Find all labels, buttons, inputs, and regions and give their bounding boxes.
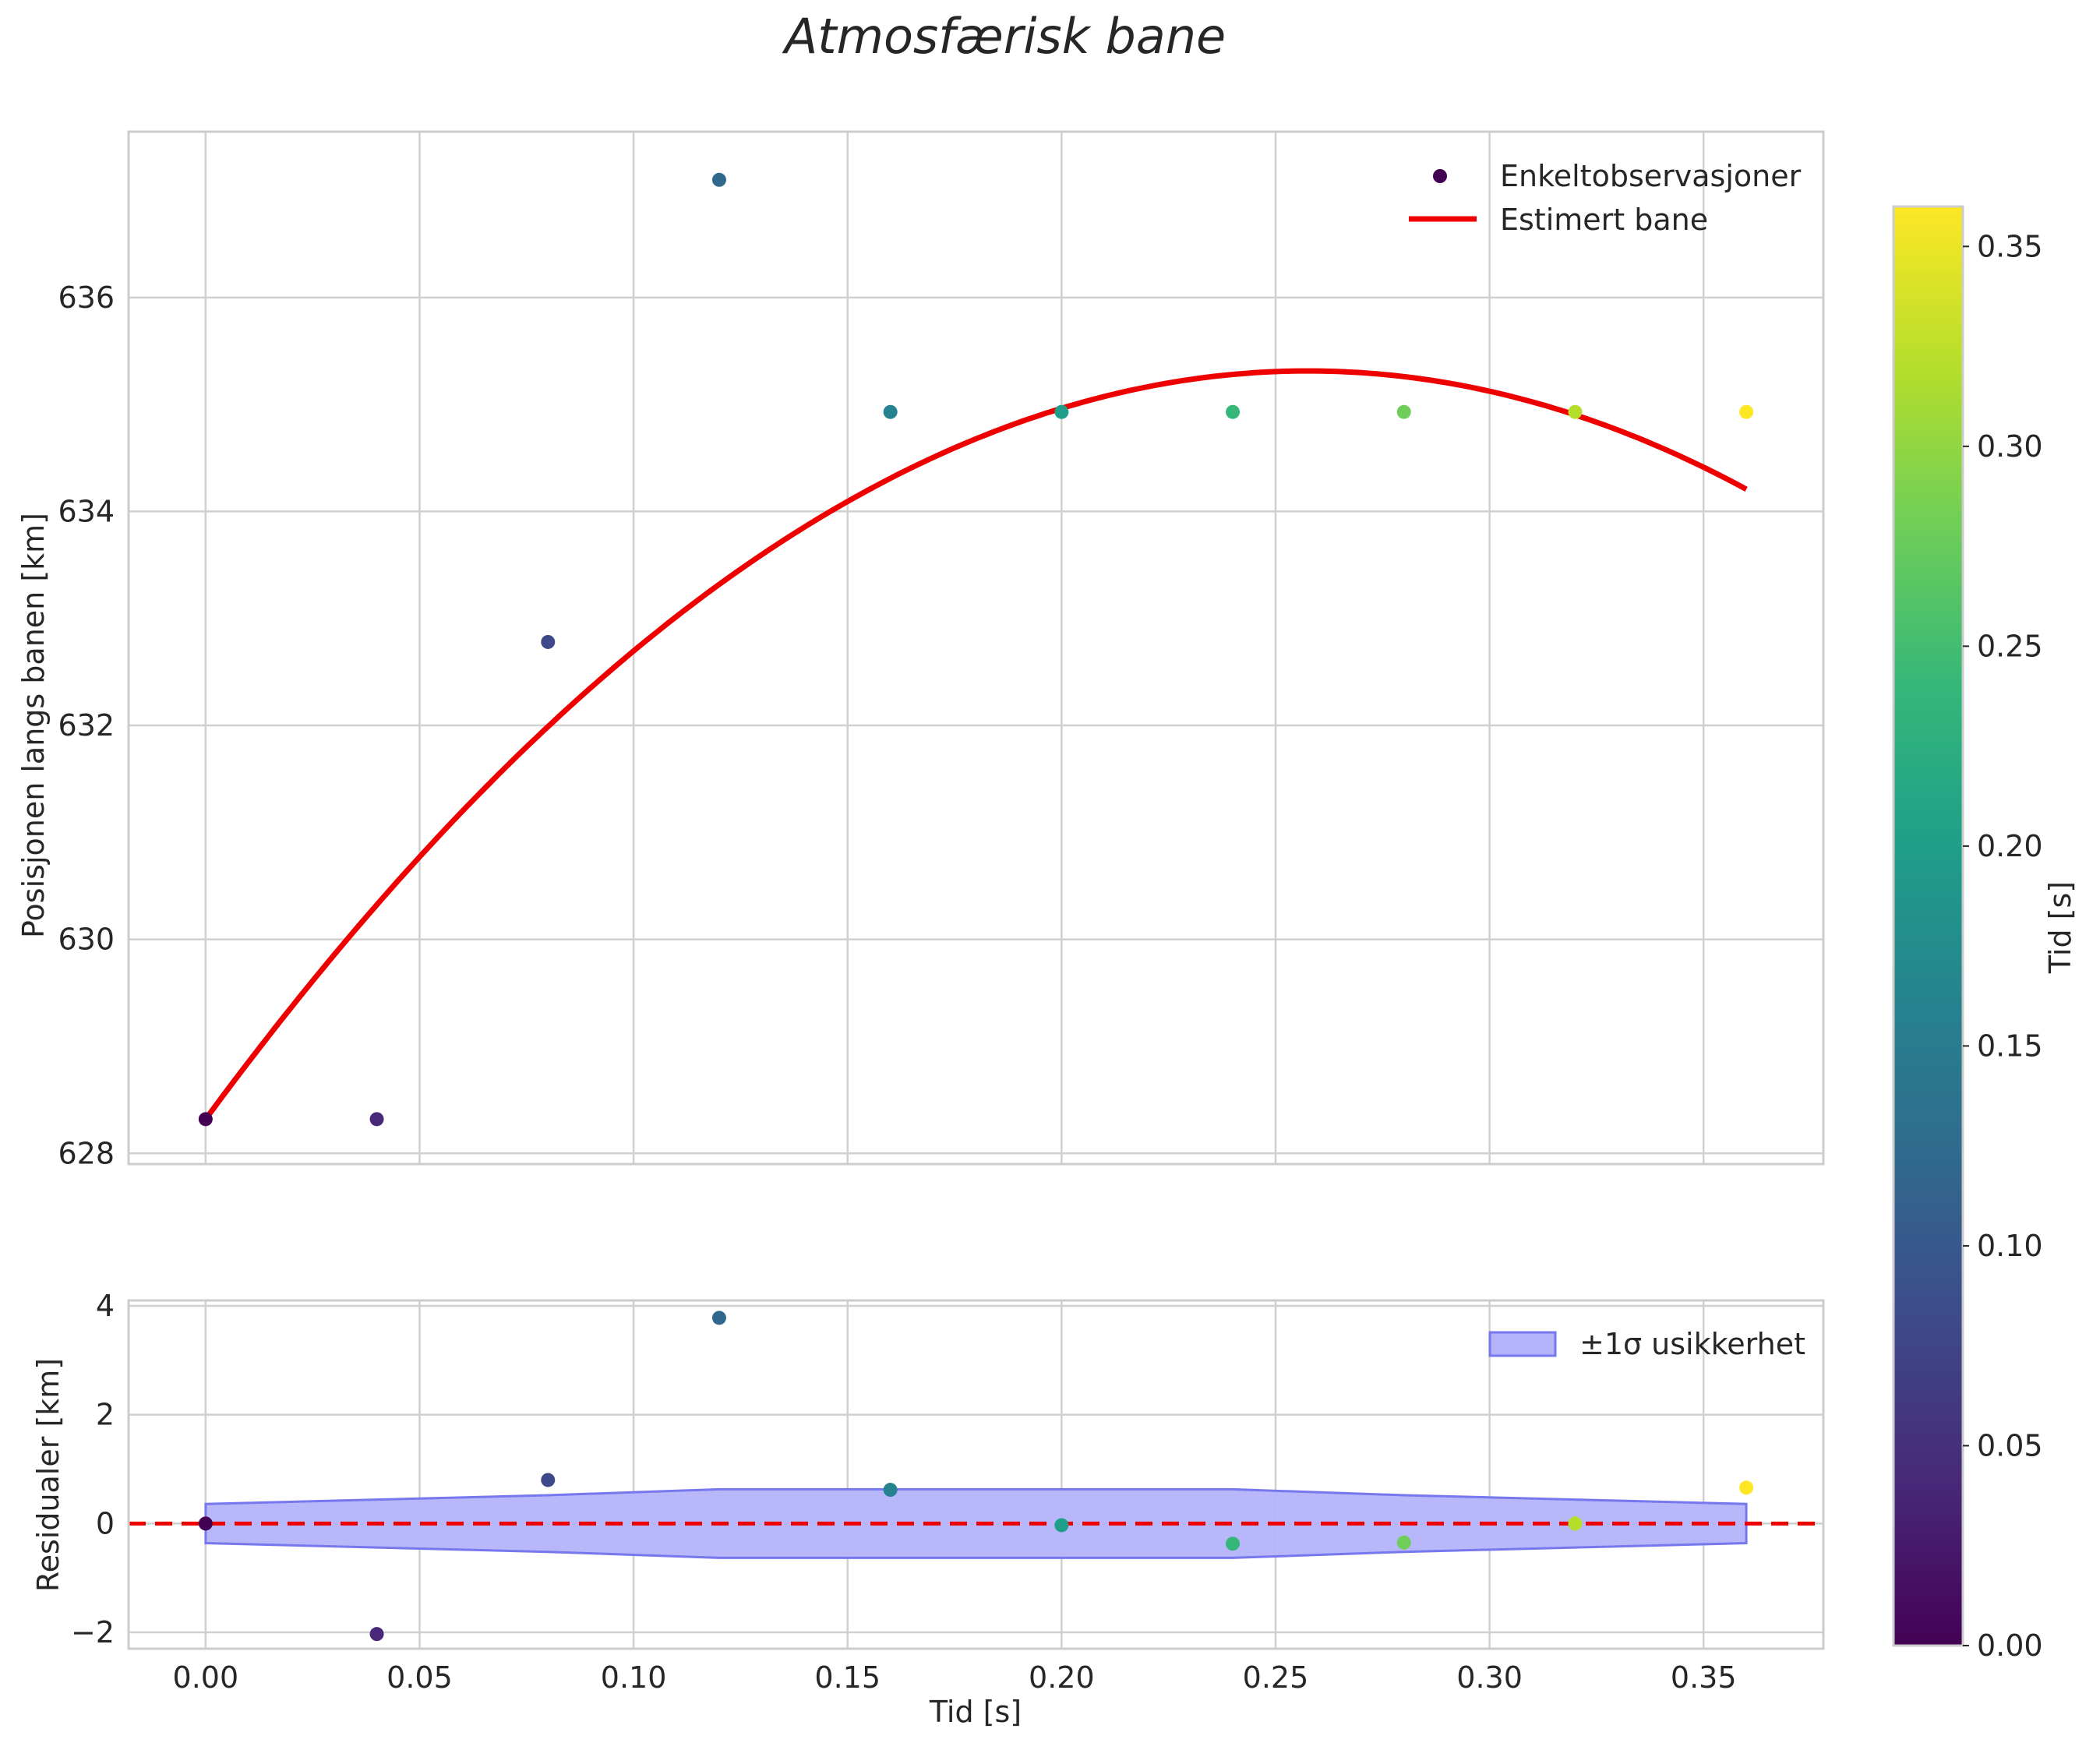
residual-point — [1568, 1516, 1583, 1531]
legend-label-sigma-band: ±1σ usikkerhet — [1579, 1327, 1805, 1361]
observation-point — [1396, 404, 1411, 419]
x-tick-label: 0.00 — [173, 1660, 239, 1695]
colorbar-tick-label: 0.35 — [1977, 229, 2043, 263]
residual-y-tick-label: 0 — [96, 1506, 115, 1540]
sigma-band — [204, 1487, 1748, 1559]
observation-point — [1568, 404, 1583, 419]
colorbar-gradient — [1892, 205, 1964, 1647]
colorbar-tick-label: 0.05 — [1977, 1428, 2043, 1462]
legend-marker-observations — [1433, 169, 1447, 183]
residual-y-tick-labels: −2 0 2 4 — [71, 1289, 115, 1649]
colorbar-tick-label: 0.15 — [1977, 1028, 2043, 1063]
colorbar-tick-label: 0.25 — [1977, 629, 2043, 663]
x-tick-label: 0.10 — [601, 1660, 667, 1695]
colorbar-tick-label: 0.00 — [1977, 1628, 2043, 1663]
x-tick-labels: 0.00 0.05 0.10 0.15 0.20 0.25 0.30 0.35 — [173, 1660, 1737, 1695]
main-plot-frame — [127, 130, 1825, 1166]
main-plot-panel: 628 630 632 634 636 Posisjonen langs banen [… — [16, 130, 1825, 1170]
main-y-tick-label: 630 — [58, 923, 115, 957]
residual-legend: ±1σ usikkerhet — [1488, 1327, 1805, 1361]
main-gridlines — [129, 132, 1823, 1164]
main-y-axis-label: Posisjonen langs banen [km] — [16, 513, 51, 938]
residual-plot-frame — [127, 1299, 1825, 1650]
colorbar-tick-label: 0.30 — [1977, 429, 2043, 464]
residual-plot-panel: −2 0 2 4 0.00 0.05 0.10 0.15 0.20 0.25 0.30 0.35 R… — [31, 1289, 1825, 1729]
observation-point — [1226, 404, 1241, 419]
colorbar-tick-label: 0.10 — [1977, 1229, 2043, 1263]
main-y-tick-label: 632 — [58, 708, 115, 743]
legend-label-fit: Estimert bane — [1500, 203, 1708, 237]
residual-point — [1396, 1535, 1411, 1550]
x-tick-label: 0.30 — [1456, 1660, 1523, 1695]
observation-point — [711, 172, 726, 187]
residual-point — [1054, 1518, 1069, 1533]
x-tick-label: 0.20 — [1029, 1660, 1095, 1695]
residual-gridlines — [129, 1300, 1823, 1649]
chart-title: Atmosfærisk bane — [782, 8, 1226, 65]
x-tick-label: 0.15 — [814, 1660, 881, 1695]
main-y-tick-labels: 628 630 632 634 636 — [58, 280, 115, 1170]
x-tick-label: 0.25 — [1243, 1660, 1309, 1695]
residual-point — [1739, 1480, 1754, 1495]
colorbar-tick-labels: 0.00 0.05 0.10 0.15 0.20 0.25 0.30 0.35 — [1963, 229, 2043, 1663]
observation-point — [541, 634, 556, 649]
main-y-tick-label: 634 — [58, 494, 115, 528]
x-axis-label: Tid [s] — [929, 1695, 1022, 1729]
colorbar-tick-label: 0.20 — [1977, 829, 2043, 863]
observation-point — [1054, 404, 1069, 419]
observation-point — [198, 1112, 213, 1127]
colorbar-label: Tid [s] — [2043, 881, 2077, 974]
residual-y-tick-label: −2 — [71, 1615, 115, 1649]
residual-point — [711, 1311, 726, 1325]
residual-y-axis-label: Residualer [km] — [31, 1358, 65, 1592]
residual-points — [198, 1311, 1754, 1642]
residual-y-tick-label: 4 — [96, 1289, 115, 1323]
observation-point — [883, 404, 898, 419]
observation-points — [198, 172, 1754, 1127]
colorbar: 0.00 0.05 0.10 0.15 0.20 0.25 0.30 0.35 Tid [s] — [1892, 205, 2077, 1663]
residual-y-tick-label: 2 — [96, 1398, 115, 1432]
fit-curve-line — [203, 368, 1748, 1121]
legend-marker-sigma-band — [1488, 1331, 1557, 1357]
x-tick-label: 0.05 — [386, 1660, 453, 1695]
observation-point — [1739, 404, 1754, 419]
residual-point — [883, 1483, 898, 1498]
main-y-tick-label: 636 — [58, 280, 115, 315]
residual-point — [541, 1473, 556, 1487]
residual-point — [369, 1627, 384, 1642]
observation-point — [369, 1112, 384, 1127]
main-y-tick-label: 628 — [58, 1136, 115, 1170]
residual-point — [198, 1516, 213, 1531]
main-legend: Enkeltobservasjoner Estimert bane — [1409, 159, 1802, 237]
x-tick-label: 0.35 — [1671, 1660, 1737, 1695]
legend-label-observations: Enkeltobservasjoner — [1500, 159, 1802, 193]
residual-point — [1226, 1537, 1241, 1551]
